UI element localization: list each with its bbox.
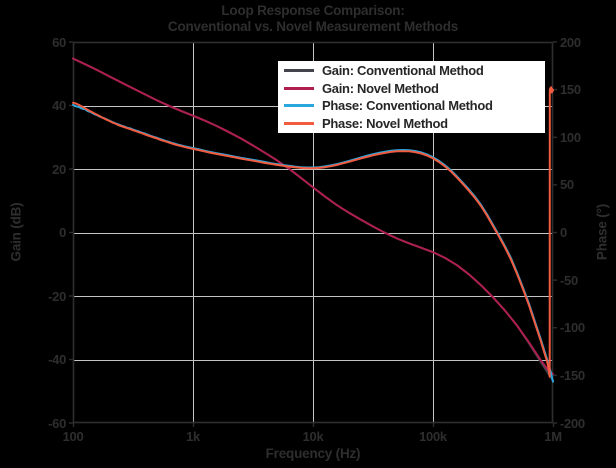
y-left-tick-label: 60: [52, 34, 66, 50]
legend-label: Gain: Novel Method: [322, 80, 439, 96]
y-left-tick-label: -40: [48, 352, 66, 367]
legend-label: Phase: Conventional Method: [322, 98, 493, 114]
legend-label: Phase: Novel Method: [322, 115, 448, 131]
y-right-tick-label: -100: [560, 320, 585, 336]
y-right-tick-label: 0: [560, 225, 567, 240]
legend-line-swatch: [284, 104, 314, 108]
y-right-tick-label: -150: [560, 367, 585, 383]
legend-row: Phase: Conventional Method: [284, 97, 545, 114]
y-left-tick-label: -20: [48, 288, 66, 304]
y-right-tick-label: 150: [560, 82, 581, 98]
y-right-tick-label: 50: [560, 177, 574, 193]
y-right-tick-label: 100: [560, 129, 581, 145]
chart-title-line1: Loop Response Comparison:: [221, 3, 405, 18]
x-tick-label: 1M: [544, 429, 562, 444]
x-tick-label: 1k: [186, 429, 200, 444]
legend-label: Gain: Conventional Method: [322, 63, 484, 79]
x-tick-label: 10k: [302, 429, 324, 444]
y-left-tick-label: -60: [48, 415, 66, 431]
y-right-tick-label: 200: [560, 34, 581, 50]
y-left-tick-label: 20: [52, 161, 66, 177]
y-left-tick-label: 0: [59, 225, 66, 240]
plot-border: [72, 41, 554, 424]
legend: Gain: Conventional Method Gain: Novel Met…: [278, 61, 545, 133]
legend-row: Phase: Novel Method: [284, 115, 545, 132]
curve-gain-novel-method: [72, 57, 554, 376]
x-axis-label: Frequency (Hz): [265, 446, 361, 461]
legend-line-swatch: [284, 121, 314, 125]
y-left-tick-label: 40: [52, 98, 66, 113]
legend-line-swatch: [284, 69, 314, 73]
y-axis-label-gain: Gain (dB): [8, 202, 24, 262]
x-tick-label: 100k: [419, 429, 447, 444]
legend-row: Gain: Conventional Method: [284, 62, 545, 79]
chart-title-line2: Conventional vs. Novel Measurement Metho…: [167, 18, 459, 34]
y-axis-label-phase: Phase (°): [594, 203, 610, 261]
legend-line-swatch: [284, 86, 314, 90]
curve-phase-novel-method: [72, 86, 554, 378]
y-right-tick-label: -200: [560, 415, 585, 431]
chart-title: Loop Response Comparison: Conventional v…: [73, 3, 553, 34]
legend-row: Gain: Novel Method: [284, 80, 545, 97]
y-right-tick-label: -50: [560, 272, 578, 288]
x-tick-label: 100: [62, 429, 84, 444]
